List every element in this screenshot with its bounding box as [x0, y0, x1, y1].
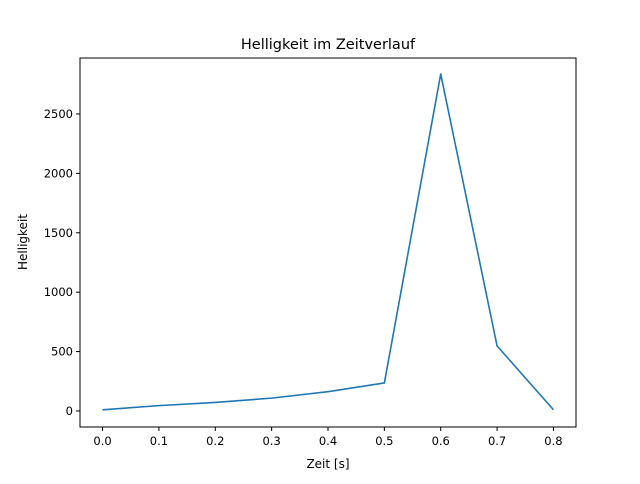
series-group: [102, 74, 553, 410]
x-axis: 0.0 0.1 0.2 0.3 0.4 0.5 0.6 0.7 0.8: [93, 427, 562, 448]
y-axis-label: Helligkeit: [16, 214, 30, 270]
y-tick-label: 500: [51, 345, 73, 359]
y-tick-label: 1000: [44, 285, 73, 299]
x-tick-label: 0.3: [262, 434, 280, 448]
x-tick-label: 0.6: [432, 434, 450, 448]
y-tick-label: 0: [66, 404, 73, 418]
y-tick-label: 2000: [44, 166, 73, 180]
x-tick-label: 0.4: [319, 434, 337, 448]
x-tick-label: 0.2: [206, 434, 224, 448]
y-tick-label: 1500: [44, 226, 73, 240]
chart-title: Helligkeit im Zeitverlauf: [241, 37, 416, 53]
x-tick-label: 0.0: [93, 434, 111, 448]
plot-frame: [80, 58, 576, 427]
series-line: [103, 74, 554, 410]
x-tick-label: 0.5: [375, 434, 393, 448]
y-axis: 0 500 1000 1500 2000 2500: [44, 107, 80, 418]
x-tick-label: 0.8: [544, 434, 562, 448]
y-tick-label: 2500: [44, 107, 73, 121]
x-axis-label: Zeit [s]: [306, 457, 349, 471]
x-tick-label: 0.1: [150, 434, 168, 448]
x-tick-label: 0.7: [488, 434, 506, 448]
